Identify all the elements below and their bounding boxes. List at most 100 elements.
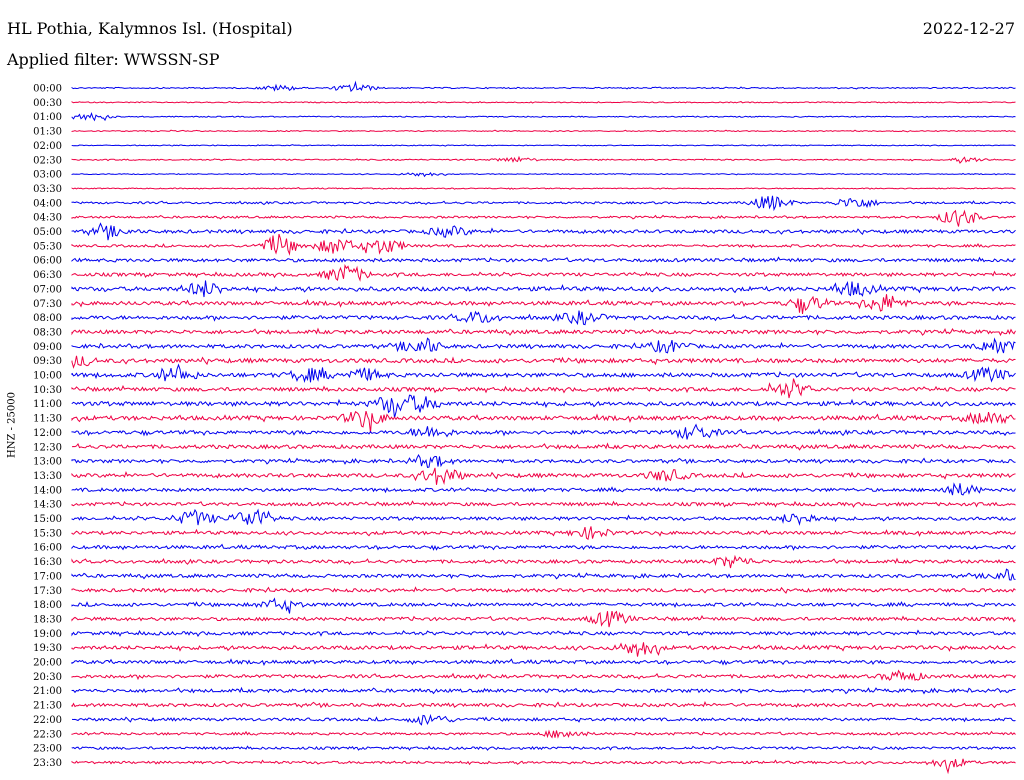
seismic-trace <box>71 363 1016 384</box>
seismic-trace <box>71 642 1016 657</box>
trace-time-label: 08:00 <box>33 313 62 324</box>
trace-time-label: 22:00 <box>33 715 62 726</box>
trace-time-label: 21:30 <box>33 701 62 712</box>
trace-time-label: 05:00 <box>33 227 62 238</box>
seismic-trace <box>71 410 1016 433</box>
trace-time-label: 15:30 <box>33 528 62 539</box>
trace-time-label: 07:00 <box>33 284 62 295</box>
trace-time-label: 06:30 <box>33 270 62 281</box>
trace-time-label: 03:30 <box>33 184 62 195</box>
seismic-trace <box>71 442 1016 451</box>
trace-time-label: 11:00 <box>33 399 62 410</box>
seismic-trace <box>71 100 1016 104</box>
seismic-trace <box>71 729 1016 739</box>
trace-time-label: 15:00 <box>33 514 62 525</box>
trace-time-label: 13:30 <box>33 471 62 482</box>
trace-time-label: 14:30 <box>33 500 62 511</box>
seismic-trace <box>71 758 1016 775</box>
seismic-trace <box>71 80 1016 93</box>
seismic-trace <box>71 482 1016 496</box>
trace-time-label: 03:00 <box>33 170 62 181</box>
trace-time-label: 20:30 <box>33 672 62 683</box>
seismic-trace <box>71 713 1016 726</box>
trace-time-label: 11:30 <box>33 414 62 425</box>
trace-time-label: 04:00 <box>33 198 62 209</box>
seismic-trace <box>71 686 1016 695</box>
trace-time-label: 08:30 <box>33 327 62 338</box>
trace-time-label: 05:30 <box>33 241 62 252</box>
trace-time-label: 16:30 <box>33 557 62 568</box>
seismic-trace <box>71 669 1016 681</box>
trace-time-label: 18:30 <box>33 614 62 625</box>
trace-time-label: 12:00 <box>33 428 62 439</box>
trace-time-label: 20:00 <box>33 658 62 669</box>
seismic-trace <box>71 327 1016 337</box>
trace-time-label: 02:30 <box>33 155 62 166</box>
trace-time-label: 16:00 <box>33 543 62 554</box>
trace-time-label: 10:30 <box>33 385 62 396</box>
seismic-trace <box>71 222 1016 241</box>
seismic-trace <box>71 394 1016 418</box>
trace-time-label: 19:30 <box>33 643 62 654</box>
seismic-trace <box>71 658 1016 667</box>
seismic-trace <box>71 508 1016 526</box>
seismic-trace <box>71 294 1016 314</box>
seismic-trace <box>71 586 1016 594</box>
seismic-trace <box>71 256 1016 263</box>
seismic-trace <box>71 310 1016 326</box>
seismic-trace <box>71 355 1016 369</box>
trace-time-label: 09:00 <box>33 342 62 353</box>
trace-time-label: 23:00 <box>33 744 62 755</box>
seismic-trace <box>71 701 1016 709</box>
trace-time-label: 14:00 <box>33 485 62 496</box>
seismic-trace <box>71 209 1016 227</box>
station-title: HL Pothia, Kalymnos Isl. (Hospital) <box>7 19 293 38</box>
trace-time-label: 01:30 <box>33 127 62 138</box>
filter-label: Applied filter: WWSSN-SP <box>7 50 220 69</box>
seismic-trace <box>71 172 1016 178</box>
seismic-trace <box>71 554 1016 569</box>
seismic-trace <box>71 467 1016 485</box>
seismic-trace <box>71 144 1016 147</box>
seismic-trace <box>71 187 1016 190</box>
seismic-trace <box>71 500 1016 508</box>
seismic-trace <box>71 745 1016 751</box>
seismic-trace <box>71 280 1016 298</box>
seismic-trace <box>71 453 1016 468</box>
trace-time-label: 07:30 <box>33 299 62 310</box>
seismic-trace <box>71 264 1016 282</box>
trace-time-label: 02:00 <box>33 141 62 152</box>
seismic-trace <box>71 129 1016 133</box>
seismic-trace <box>71 112 1016 122</box>
trace-time-label: 22:30 <box>33 729 62 740</box>
trace-time-label: 21:00 <box>33 686 62 697</box>
trace-time-label: 19:00 <box>33 629 62 640</box>
seismic-trace <box>71 233 1016 256</box>
trace-time-label: 17:00 <box>33 571 62 582</box>
record-date: 2022-12-27 <box>922 19 1015 38</box>
trace-time-label: 01:00 <box>33 112 62 123</box>
trace-time-label: 04:30 <box>33 213 62 224</box>
seismic-trace <box>71 597 1016 614</box>
trace-time-label: 13:00 <box>33 457 62 468</box>
seismic-trace <box>71 423 1016 440</box>
trace-time-label: 17:30 <box>33 586 62 597</box>
trace-time-label: 18:00 <box>33 600 62 611</box>
seismic-trace <box>71 155 1016 164</box>
seismic-trace <box>71 543 1016 551</box>
trace-time-label: 00:00 <box>33 84 62 95</box>
trace-time-label: 12:30 <box>33 442 62 453</box>
seismic-trace <box>71 378 1016 399</box>
seismic-trace <box>71 629 1016 637</box>
seismic-trace <box>71 526 1016 541</box>
trace-time-label: 23:30 <box>33 758 62 769</box>
trace-time-label: 09:30 <box>33 356 62 367</box>
trace-time-label: 06:00 <box>33 256 62 267</box>
trace-time-label: 00:30 <box>33 98 62 109</box>
trace-time-label: 10:00 <box>33 371 62 382</box>
seismic-trace <box>71 568 1016 581</box>
seismic-trace <box>71 610 1016 628</box>
seismic-trace <box>71 195 1016 212</box>
seismic-trace <box>71 337 1016 354</box>
